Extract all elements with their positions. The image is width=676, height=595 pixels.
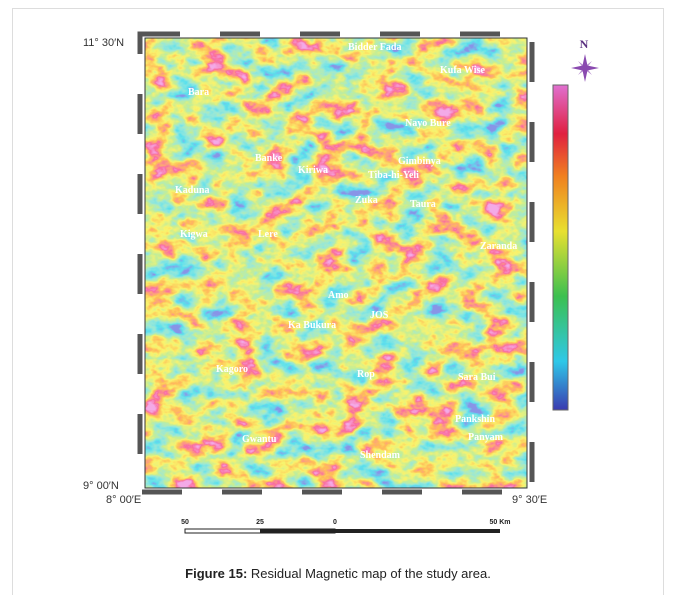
place-label: Ka Bukura — [288, 320, 336, 331]
place-label: Zuka — [355, 195, 378, 206]
place-label: Panyam — [468, 432, 504, 443]
place-label: Pankshin — [455, 414, 495, 425]
place-label: Lere — [258, 229, 278, 240]
place-label: JOS — [370, 310, 389, 321]
lat-label: 9° 00′N — [83, 480, 119, 492]
place-label: Amo — [328, 290, 349, 301]
place-label: Kufa Wise — [440, 65, 485, 76]
place-label: Gimbinya — [398, 156, 441, 167]
lat-label: 11° 30′N — [83, 37, 124, 49]
place-label: Gwantu — [242, 434, 277, 445]
place-label: Bara — [188, 87, 209, 98]
place-label: Tiba-hi-Yeli — [368, 170, 419, 181]
place-label: Kagoro — [216, 364, 248, 375]
place-label: Shendam — [360, 450, 401, 461]
place-label: Kiriwa — [298, 165, 328, 176]
place-label: Sara Bui — [458, 372, 496, 383]
lon-label: 8° 00′E — [106, 494, 141, 506]
place-label: Nayo Bure — [405, 118, 451, 129]
place-label: Rop — [357, 369, 375, 380]
scale-label: 50 — [181, 519, 189, 526]
scale-label: 50 Km — [489, 519, 510, 526]
place-label: Banke — [255, 153, 283, 164]
place-label: Bidder Fada — [348, 42, 401, 53]
scale-label: 25 — [256, 519, 264, 526]
scale-label: 0 — [333, 519, 337, 526]
north-label: N — [580, 37, 589, 51]
place-label: Kaduna — [175, 185, 209, 196]
caption-text: Residual Magnetic map of the study area. — [251, 566, 491, 581]
caption: Figure 15: Residual Magnetic map of the … — [0, 566, 676, 581]
color-bar — [553, 85, 568, 410]
caption-label: Figure 15: — [185, 566, 247, 581]
compass — [571, 54, 599, 82]
lon-label: 9° 30′E — [512, 494, 547, 506]
place-label: Taura — [410, 199, 436, 210]
scale-bar — [185, 529, 500, 533]
place-label: Kigwa — [180, 229, 208, 240]
figure: 11° 30′N 9° 00′N 8° 00′E 9° 30′E N Bidde… — [0, 0, 676, 560]
page: {"figure": { "map": { "lat_top": "11° 30… — [0, 0, 676, 595]
place-label: Zaranda — [480, 241, 517, 252]
